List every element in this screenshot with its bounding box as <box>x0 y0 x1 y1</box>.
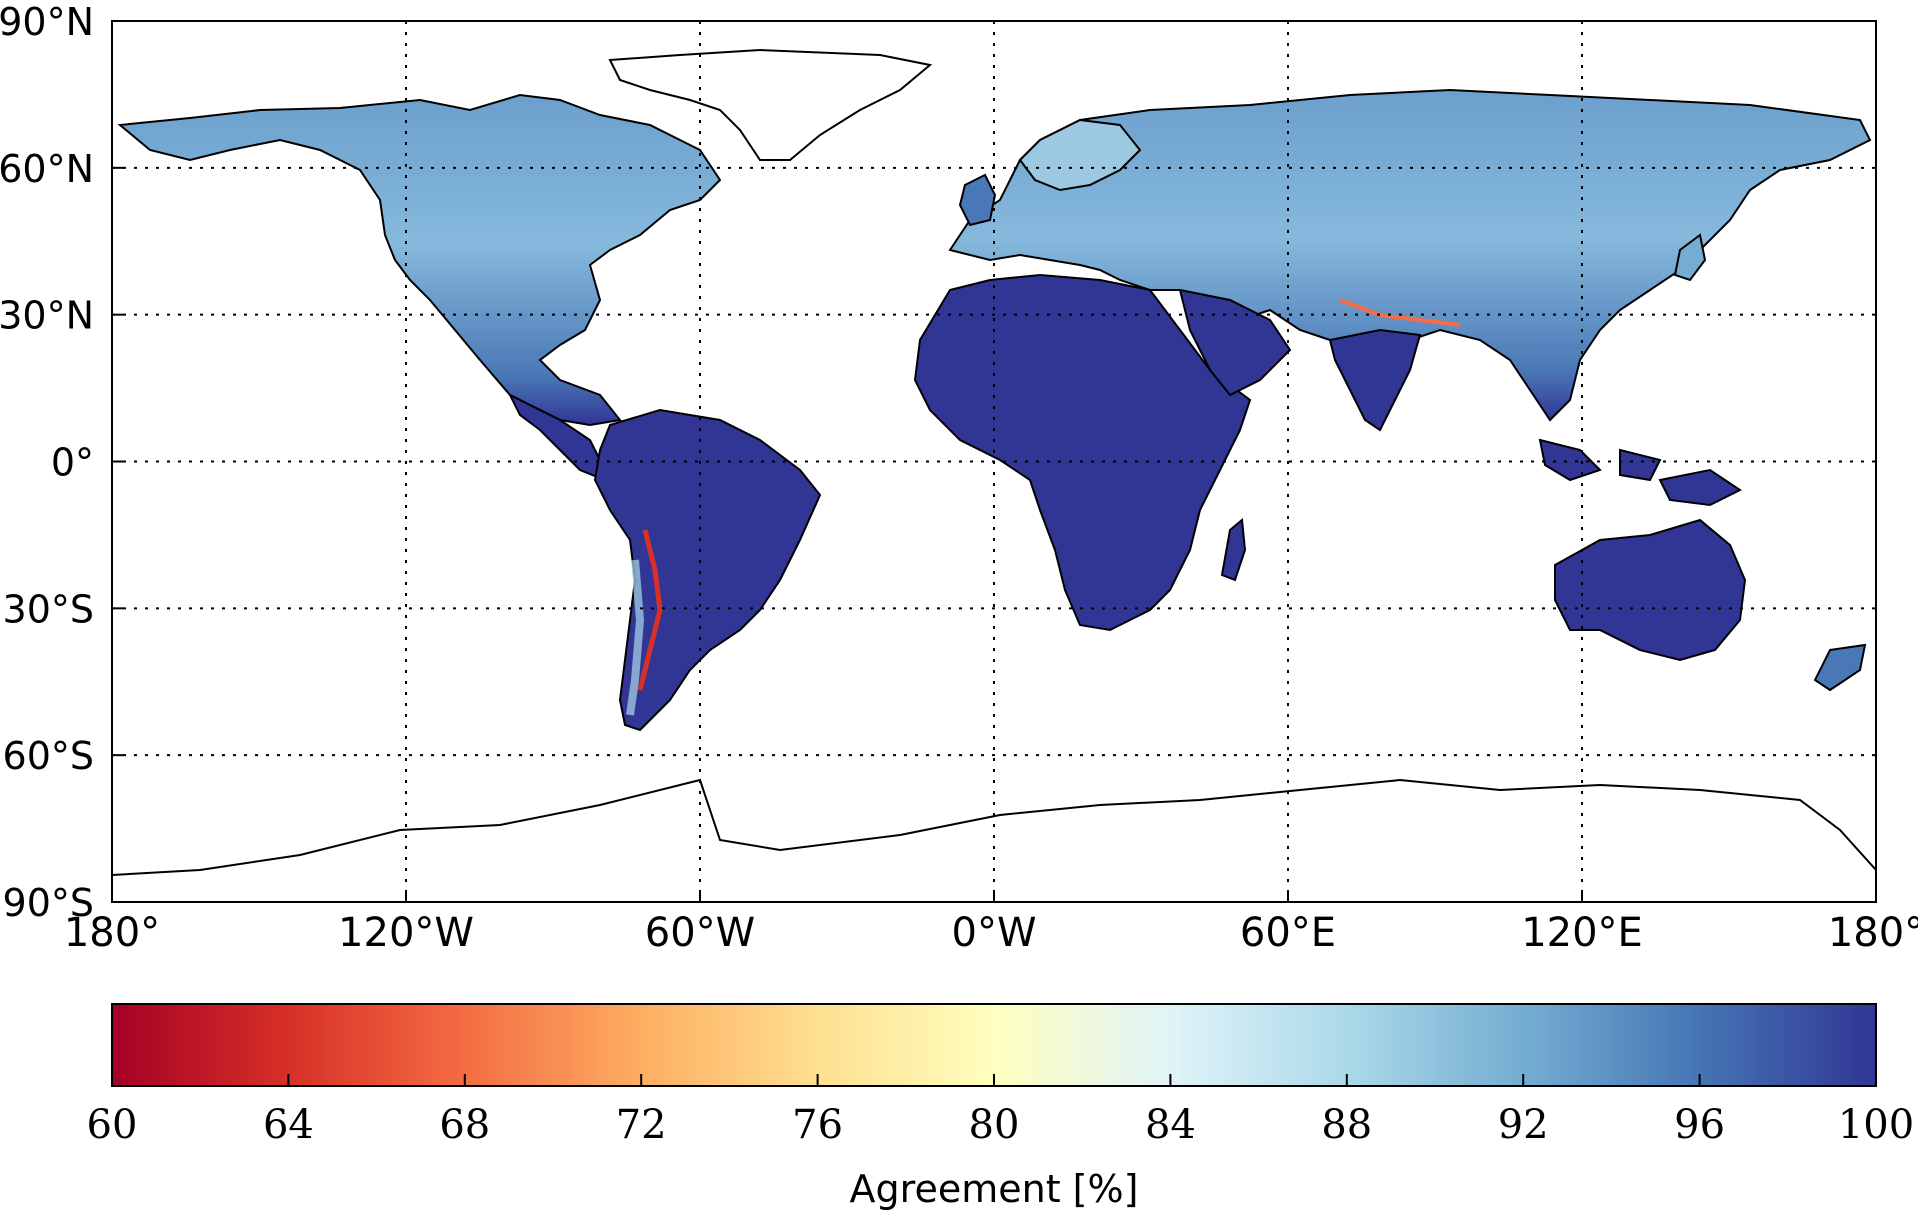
australia-landmass <box>1554 518 1747 662</box>
x-tick-label: 60°E <box>1240 910 1336 956</box>
greenland-outline <box>608 48 933 161</box>
new-zealand-landmass <box>1813 643 1867 692</box>
colorbar-tick-label: 72 <box>616 1102 667 1148</box>
colorbar-tick-label: 92 <box>1498 1102 1549 1148</box>
y-tick-label: 90°N <box>0 0 94 44</box>
colorbar-label: Agreement [%] <box>850 1167 1139 1211</box>
antarctica-outline <box>112 778 1876 902</box>
y-tick-label: 60°S <box>3 734 94 778</box>
y-tick-label: 30°N <box>0 294 94 338</box>
y-tick-label: 0° <box>51 441 94 485</box>
scandinavia-landmass <box>1018 118 1142 192</box>
x-tick-label: 120°E <box>1521 910 1643 956</box>
colorbar-tick-label: 88 <box>1321 1102 1372 1148</box>
colorbar-tick-label: 84 <box>1145 1102 1196 1148</box>
x-axis: 180° 120°W 60°W 0°W 60°E 120°E 180° <box>64 890 1918 956</box>
himalaya-high-elevation <box>1339 298 1461 327</box>
y-axis: 90°N 60°N 30°N 0° 30°S 60°S 90°S <box>0 0 124 925</box>
japan-landmass <box>1673 233 1707 282</box>
colorbar-tick-label: 68 <box>439 1102 490 1148</box>
north-america-landmass <box>117 93 722 427</box>
colorbar-tick-label: 76 <box>792 1102 843 1148</box>
colorbar-tick-label: 80 <box>969 1102 1020 1148</box>
x-tick-label: 180° <box>1828 910 1918 956</box>
andes-high-elevation <box>637 529 663 691</box>
colorbar-tick-label: 96 <box>1674 1102 1725 1148</box>
world-map <box>112 48 1876 902</box>
colorbar-ticks: 60 64 68 72 76 80 84 88 92 96 100 <box>87 1074 1914 1148</box>
arabian-peninsula-landmass <box>1178 288 1292 397</box>
x-tick-label: 0°W <box>952 910 1037 956</box>
colorbar: 60 64 68 72 76 80 84 88 92 96 100 Agreement [%] <box>87 1003 1914 1211</box>
andes-mid-elevation <box>626 559 645 716</box>
southeast-asia-islands <box>1538 438 1742 507</box>
x-tick-label: 120°W <box>338 910 474 956</box>
y-tick-label: 30°S <box>3 587 94 631</box>
colorbar-tick-label: 64 <box>263 1102 314 1148</box>
x-tick-label: 60°W <box>645 910 755 956</box>
y-tick-label: 90°S <box>3 881 94 925</box>
india-landmass <box>1328 328 1422 432</box>
colorbar-gradient <box>111 1003 1877 1087</box>
colorbar-tick-label: 100 <box>1838 1102 1914 1148</box>
graticule <box>112 21 1876 902</box>
colorbar-tick-label: 60 <box>87 1102 138 1148</box>
madagascar-landmass <box>1220 518 1247 582</box>
africa-landmass <box>913 273 1252 632</box>
x-tick-label: 180° <box>64 910 160 956</box>
y-tick-label: 60°N <box>0 147 94 191</box>
south-america-landmass <box>593 408 822 732</box>
british-isles-landmass <box>958 173 997 227</box>
